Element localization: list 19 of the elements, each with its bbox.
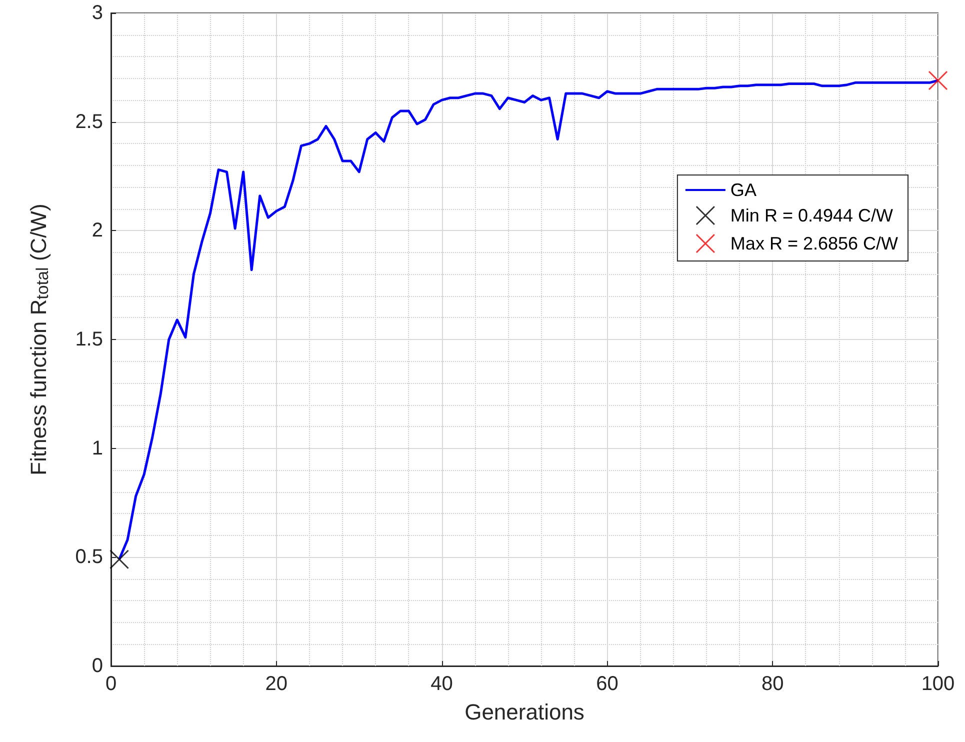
y-tick-label: 3 [92, 2, 103, 24]
legend-label: GA [730, 180, 756, 200]
x-tick-label: 100 [921, 673, 955, 695]
y-tick-label: 1.5 [75, 328, 103, 350]
legend-label: Max R = 2.6856 C/W [730, 234, 898, 254]
x-tick-label: 0 [105, 673, 117, 695]
x-tick-label: 80 [761, 673, 784, 695]
y-axis-title: Fitness function Rtotal (C/W) [26, 204, 52, 476]
line-series [118, 79, 940, 561]
legend-label: Min R = 0.4944 C/W [730, 206, 894, 226]
x-tick-label: 20 [265, 673, 288, 695]
y-tick-label: 2.5 [75, 110, 103, 133]
y-tick-label: 0 [92, 655, 103, 677]
x-axis-title: Generations [464, 700, 584, 724]
x-tick-label: 60 [596, 673, 618, 695]
y-tick-label: 0.5 [75, 546, 103, 568]
x-tick-label: 40 [430, 673, 453, 695]
y-tick-label: 1 [92, 437, 103, 460]
y-tick-label: 2 [92, 220, 103, 242]
